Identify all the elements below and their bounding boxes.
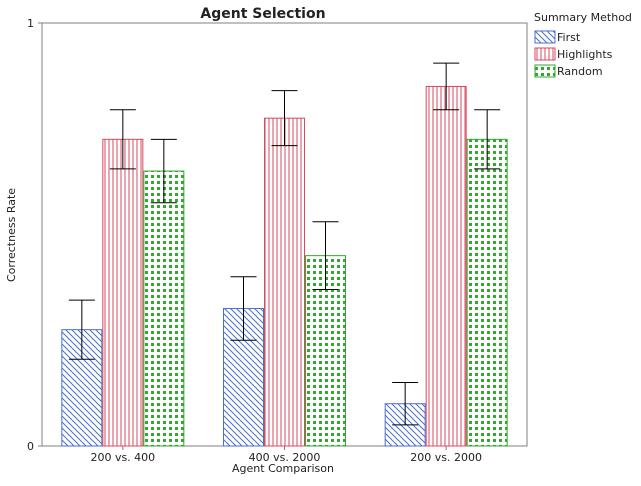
x-tick-label: 200 vs. 400 [90,451,155,464]
error-bar-first [68,299,95,360]
bar-highlights [425,85,467,447]
chart-title: Agent Selection [200,6,325,22]
legend-swatch-first [534,30,556,44]
error-bar-random [312,221,339,290]
bar-random [143,170,185,447]
bar-highlights [102,138,144,447]
y-tick-label: 0 [27,440,34,453]
legend-swatch-random [534,64,556,78]
plot-area: 0 1 200 vs. 400 400 vs. 2000 200 vs. 2000 [27,17,528,464]
error-bar-highlights [433,62,460,111]
bar-random [466,138,508,447]
bar-highlights [264,117,305,447]
x-tick-label: 200 vs. 2000 [410,451,482,464]
error-bar-random [150,138,177,204]
error-bar-highlights [109,109,136,170]
y-axis-label: Correctness Rate [5,188,18,282]
x-tick-label: 400 vs. 2000 [249,451,321,464]
error-bar-first [230,276,257,341]
error-bar-random [474,109,501,170]
legend: Summary Method First Highlights Random [534,11,632,78]
x-axis-label: Agent Comparison [232,462,334,475]
error-bar-highlights [271,90,298,147]
legend-label-highlights: Highlights [557,48,613,61]
legend-title: Summary Method [534,11,632,24]
legend-label-first: First [557,31,581,44]
legend-swatch-highlights [534,47,556,61]
legend-label-random: Random [557,65,603,78]
error-bar-first [392,382,419,426]
y-tick-label: 1 [27,17,34,30]
